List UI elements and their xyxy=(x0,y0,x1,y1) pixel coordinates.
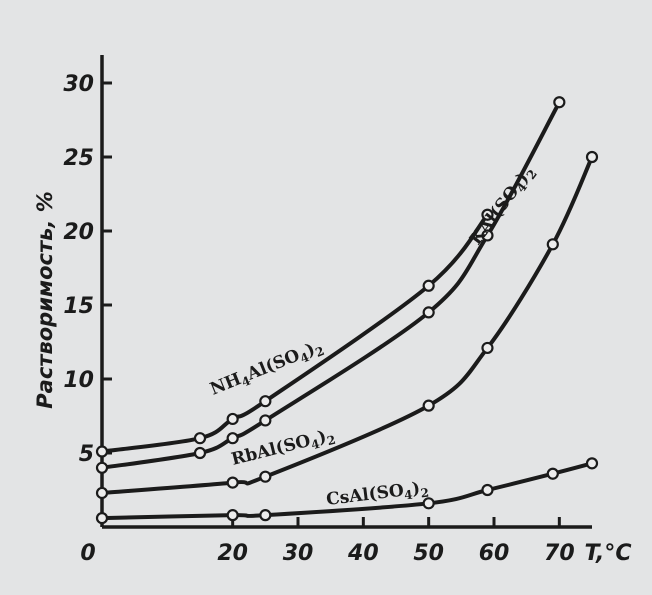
y-tick-label: 5 xyxy=(79,442,94,467)
data-point xyxy=(193,446,207,460)
series-line xyxy=(100,100,562,470)
ticks xyxy=(102,81,561,527)
data-point xyxy=(95,445,109,458)
data-point xyxy=(226,432,239,445)
x-tick-label: 50 xyxy=(413,541,444,566)
data-point xyxy=(481,483,494,497)
data-point xyxy=(422,497,435,510)
y-tick-label: 20 xyxy=(63,220,94,245)
data-point xyxy=(481,208,494,221)
x-tick-label: 30 xyxy=(283,541,314,566)
data-point xyxy=(259,414,272,427)
data-point xyxy=(95,486,109,500)
data-point xyxy=(259,509,272,522)
x-tick-label: 20 xyxy=(217,541,248,566)
data-point xyxy=(422,306,435,319)
y-tick-label: 15 xyxy=(63,294,94,319)
y-axis-title: Растворимость, % xyxy=(33,191,57,408)
data-point xyxy=(546,238,559,251)
data-point xyxy=(585,457,599,470)
x-tick-label: 0 xyxy=(80,541,95,566)
y-tick-label: 10 xyxy=(63,368,94,393)
x-tick-label: 60 xyxy=(479,541,510,566)
data-point xyxy=(585,150,599,164)
data-point xyxy=(481,229,494,242)
data-point xyxy=(226,509,239,522)
points xyxy=(95,96,599,525)
series-line xyxy=(100,461,594,521)
data-point xyxy=(259,470,272,483)
data-point xyxy=(95,461,109,474)
data-point xyxy=(481,341,494,355)
curves xyxy=(100,100,594,521)
data-point xyxy=(553,96,566,109)
data-point xyxy=(546,467,559,480)
data-point xyxy=(422,279,435,292)
x-tick-label: 40 xyxy=(347,541,379,566)
data-point xyxy=(226,476,239,489)
data-point xyxy=(193,432,207,445)
data-point xyxy=(95,512,109,525)
data-point xyxy=(226,412,239,426)
x-axis-title: T,°C xyxy=(585,541,632,566)
data-point xyxy=(259,395,272,408)
data-point xyxy=(422,399,435,412)
y-tick-label: 25 xyxy=(63,146,94,171)
y-tick-label: 30 xyxy=(63,72,94,97)
series-label: KAl(SO4)2 xyxy=(466,162,540,250)
tick-labels: 5 10 15 20 25 30 0 20 30 40 50 60 70 xyxy=(63,72,574,566)
series-line xyxy=(100,212,490,454)
x-tick-label: 70 xyxy=(544,541,575,566)
